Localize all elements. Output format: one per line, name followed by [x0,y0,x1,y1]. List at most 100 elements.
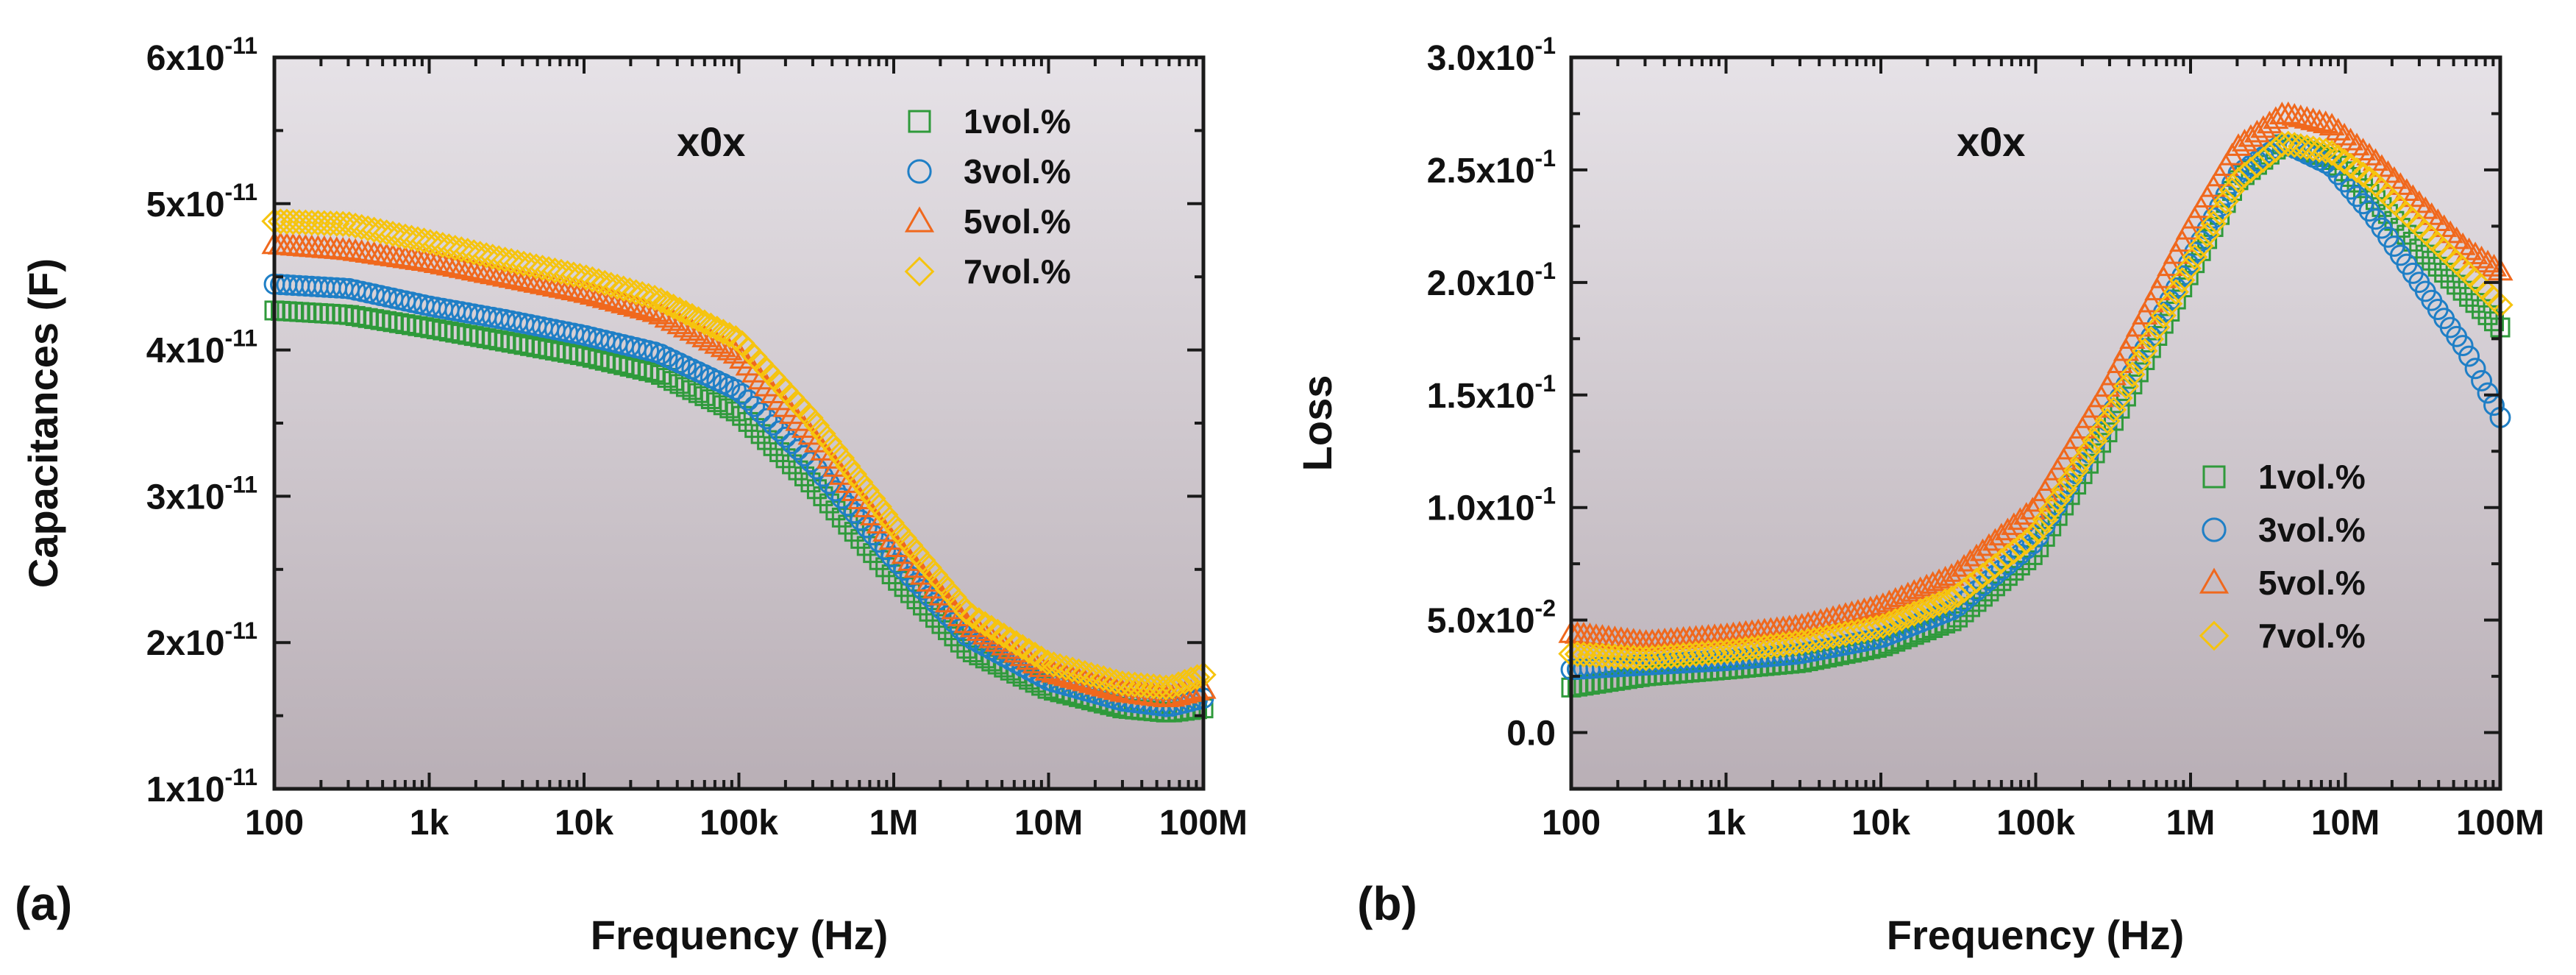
data-point [1913,595,1940,622]
legend-item: 7vol.% [2199,617,2366,655]
data-point [2331,122,2358,146]
data-point [1115,670,1142,698]
x-tick-label: 1M [869,804,919,843]
data-point [2088,417,2115,444]
data-point [1689,640,1715,667]
data-point [641,285,668,311]
data-point [1159,673,1186,700]
data-point [598,287,625,310]
data-point [2337,152,2364,180]
data-point [492,263,519,287]
axis-ticks-a [273,56,1205,790]
data-point [2107,385,2133,411]
data-point [2344,157,2370,184]
y-tick-label: 1x10-11 [146,764,257,809]
data-point [1863,614,1890,641]
data-point [561,277,587,301]
data-point [2150,302,2177,329]
data-point [1938,586,1965,612]
data-point [435,252,462,276]
data-point [949,618,971,640]
data-point [1701,639,1728,666]
legend-marker-diamond [2199,620,2230,651]
data-point [2028,525,2050,547]
data-point [866,493,892,520]
data-point [579,282,605,305]
data-point [1003,639,1030,663]
data-point [850,509,872,531]
axis-ticks-b [1570,56,2502,789]
data-point [2144,314,2171,341]
data-point [2113,373,2140,400]
data-point [860,485,886,512]
data-point [843,502,865,524]
data-point [2013,528,2040,556]
data-point [2200,210,2227,237]
data-point [2471,369,2493,391]
y-tick-label: 1.5x10-1 [1427,370,1556,416]
data-point [691,309,718,336]
x-tick-label: 10k [555,804,613,843]
data-point [835,453,861,480]
y-tick-label: 6x10-11 [146,32,257,78]
data-point [1913,573,1940,597]
data-point [2431,214,2458,238]
data-point [1128,672,1154,698]
data-point [448,255,474,278]
data-point [1589,642,1616,669]
data-point [710,319,737,345]
data-point [541,274,569,297]
data-point [1895,603,1921,629]
data-point [2169,229,2196,252]
data-point [1171,668,1198,695]
data-point [2188,233,2214,259]
data-point [959,614,986,638]
legend-label: 3vol.% [964,152,1071,191]
data-point [1926,568,1952,592]
data-point [1695,639,1722,667]
y-tick-label: 2x10-11 [146,617,257,663]
data-point [2119,326,2146,350]
data-point [2444,226,2470,249]
legend-marker-triangle [2199,567,2230,594]
data-point [2349,138,2377,160]
data-point [847,469,874,496]
data-point [2175,255,2202,282]
data-point [1570,641,1597,668]
data-point [972,622,998,645]
data-point [2474,249,2501,273]
data-point [1003,630,1030,656]
data-point [292,209,319,236]
x-tick-label: 100M [2456,804,2544,843]
y-axis-label-a: Capacitances (F) [20,258,66,588]
data-point [822,436,849,463]
x-tick-labels-b: 100 1k 10k 100k 1M 10M 100M [1542,804,2544,843]
data-point [1926,590,1952,617]
data-point [984,628,1011,652]
data-point [2119,361,2146,388]
series-4-markers [261,208,1217,701]
data-point [1870,612,1896,639]
data-point [1134,673,1161,699]
data-point [299,209,325,236]
data-point [2452,335,2474,357]
data-point [837,494,859,517]
data-point [2319,140,2345,166]
data-point [2458,345,2480,367]
data-point [1178,666,1204,693]
data-point [2125,350,2152,376]
data-point [2313,110,2339,133]
data-point [2394,178,2420,202]
data-point [430,251,456,274]
data-point [2422,250,2442,271]
data-point [311,210,338,237]
data-point [2138,326,2165,352]
legend-item: 1vol.% [2202,458,2366,496]
data-point [853,477,880,504]
panel-label-a: (a) [15,877,72,930]
data-point [2427,256,2448,277]
data-point [2399,184,2426,208]
data-point [2269,131,2296,157]
data-point [2331,148,2358,175]
